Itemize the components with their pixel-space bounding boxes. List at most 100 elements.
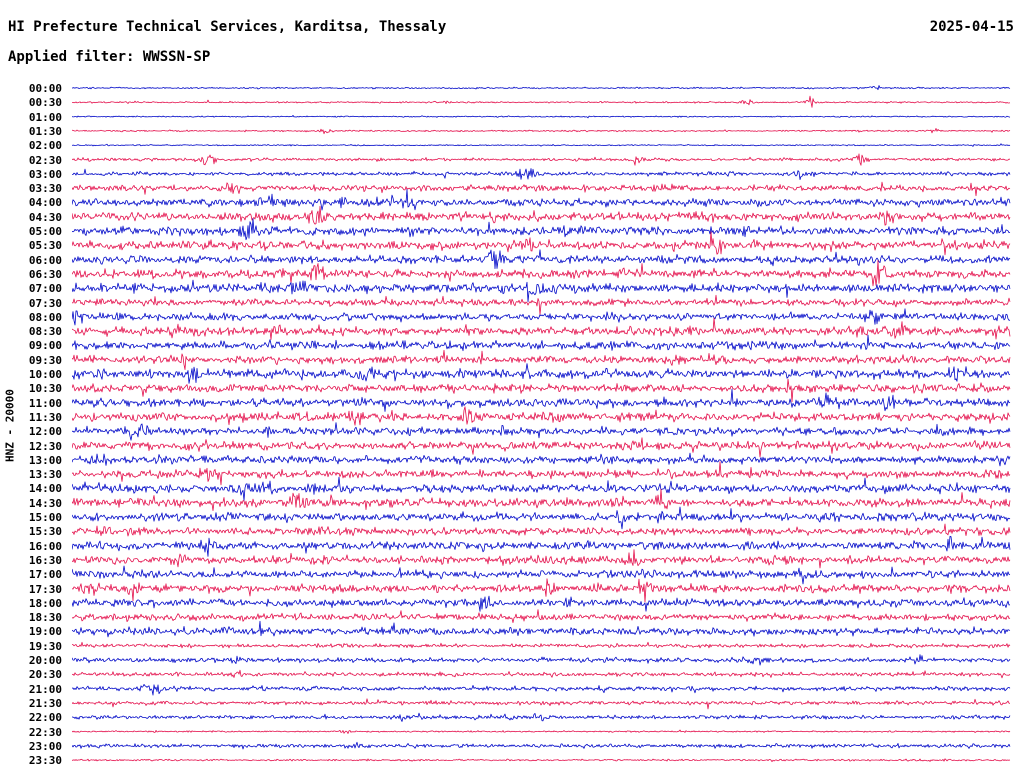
trace-row-label: 05:00 (28, 225, 62, 238)
trace-row-label: 06:00 (28, 253, 62, 267)
seismic-trace (72, 488, 1011, 512)
trace-row-label: 02:30 (28, 153, 62, 167)
seismic-trace (72, 729, 1011, 734)
seismic-trace (72, 684, 1011, 696)
trace-row-label: 12:30 (28, 439, 62, 453)
seismic-trace (72, 609, 1011, 623)
seismic-trace (72, 641, 1011, 649)
seismic-trace (72, 422, 1011, 441)
trace-row-label: 23:30 (28, 754, 62, 768)
trace-row-label: 10:30 (28, 382, 62, 396)
seismic-trace (72, 308, 1011, 326)
trace-row-label: 09:00 (28, 339, 62, 353)
trace-row-label: 14:00 (28, 482, 62, 496)
seismic-trace (72, 535, 1011, 557)
trace-row-label: 11:00 (28, 396, 62, 410)
seismic-trace (72, 205, 1011, 226)
filter-label: Applied filter: WWSSN-SP (8, 49, 211, 65)
seismic-trace (72, 506, 1011, 530)
trace-row-label: 08:00 (28, 310, 62, 324)
seismic-trace (72, 741, 1011, 750)
trace-row-label: 03:30 (28, 182, 62, 196)
seismic-trace (72, 595, 1011, 612)
seismic-trace (72, 294, 1011, 316)
seismic-trace (72, 279, 1011, 303)
seismic-trace (72, 143, 1011, 147)
trace-row-label: 12:00 (28, 425, 62, 439)
seismic-trace (72, 523, 1011, 537)
trace-row-label: 11:30 (28, 410, 62, 424)
seismic-trace (72, 388, 1011, 412)
trace-row-label: 18:00 (28, 596, 62, 610)
seismic-trace (72, 452, 1011, 467)
seismic-trace (72, 115, 1011, 119)
trace-row-label: 22:00 (28, 711, 62, 725)
trace-row-label: 04:00 (28, 196, 62, 210)
trace-row-label: 21:00 (28, 682, 62, 696)
date-label: 2025-04-15 (929, 19, 1014, 35)
seismic-trace (72, 95, 1011, 108)
helicorder-canvas (72, 85, 1011, 763)
trace-row-label: 16:00 (28, 539, 62, 553)
trace-row-label: 17:00 (28, 568, 62, 582)
trace-row-label: 15:00 (28, 511, 62, 524)
seismic-trace (72, 406, 1011, 426)
page-title: HI Prefecture Technical Services, Kardit… (8, 19, 447, 35)
trace-row-label: 00:30 (28, 96, 62, 110)
trace-row-label: 20:00 (28, 654, 62, 667)
trace-row-label: 06:30 (28, 267, 62, 281)
trace-row-label: 14:30 (28, 496, 62, 510)
trace-row-label: 18:30 (28, 611, 62, 625)
trace-row-label: 21:30 (28, 696, 62, 710)
trace-row-label: 07:00 (28, 282, 62, 296)
seismic-trace (72, 349, 1011, 371)
seismic-trace (72, 231, 1011, 256)
trace-row-label: 13:00 (28, 453, 62, 467)
trace-row-label: 16:30 (28, 553, 62, 567)
seismic-trace (72, 549, 1011, 569)
trace-row-label: 20:30 (28, 668, 62, 682)
trace-row-label: 07:30 (28, 296, 62, 310)
trace-row-label: 04:30 (28, 210, 62, 224)
seismic-trace (72, 218, 1011, 241)
seismic-trace (72, 334, 1011, 352)
seismic-trace (72, 565, 1011, 585)
trace-row-label: 23:00 (28, 739, 62, 753)
trace-row-label: 10:00 (28, 368, 62, 381)
seismic-trace (72, 476, 1011, 501)
seismic-trace (72, 189, 1011, 211)
trace-row-label: 19:00 (28, 625, 62, 639)
trace-row-label: 22:30 (28, 725, 62, 739)
seismic-trace (72, 363, 1011, 384)
seismic-trace (72, 259, 1011, 287)
trace-row-label: 09:30 (28, 353, 62, 367)
seismic-trace (72, 758, 1011, 763)
seismic-trace (72, 128, 1011, 135)
seismic-trace (72, 654, 1011, 666)
trace-row-label: 13:30 (28, 468, 62, 482)
seismic-trace (72, 153, 1011, 166)
trace-row-label: 19:30 (28, 639, 62, 653)
trace-row-label: 17:30 (28, 582, 62, 596)
trace-row-label: 02:00 (28, 139, 62, 153)
trace-row-label: 15:30 (28, 525, 62, 539)
trace-row-label: 03:00 (28, 167, 62, 181)
trace-row-label: 00:00 (28, 82, 62, 95)
trace-row-label: 05:30 (28, 239, 62, 253)
seismic-trace (72, 168, 1011, 180)
trace-row-label: 01:30 (28, 124, 62, 138)
seismic-trace (72, 181, 1011, 197)
seismic-trace (72, 578, 1011, 603)
seismic-trace (72, 437, 1011, 458)
seismic-trace (72, 85, 1011, 91)
trace-row-label: 08:30 (28, 325, 62, 339)
seismic-trace (72, 620, 1011, 638)
seismic-trace (72, 698, 1011, 710)
seismic-trace (72, 317, 1011, 340)
seismic-trace (72, 461, 1011, 486)
seismic-trace (72, 378, 1011, 403)
seismic-trace (72, 712, 1011, 722)
trace-row-label: 01:00 (28, 110, 62, 124)
seismic-trace (72, 249, 1011, 270)
